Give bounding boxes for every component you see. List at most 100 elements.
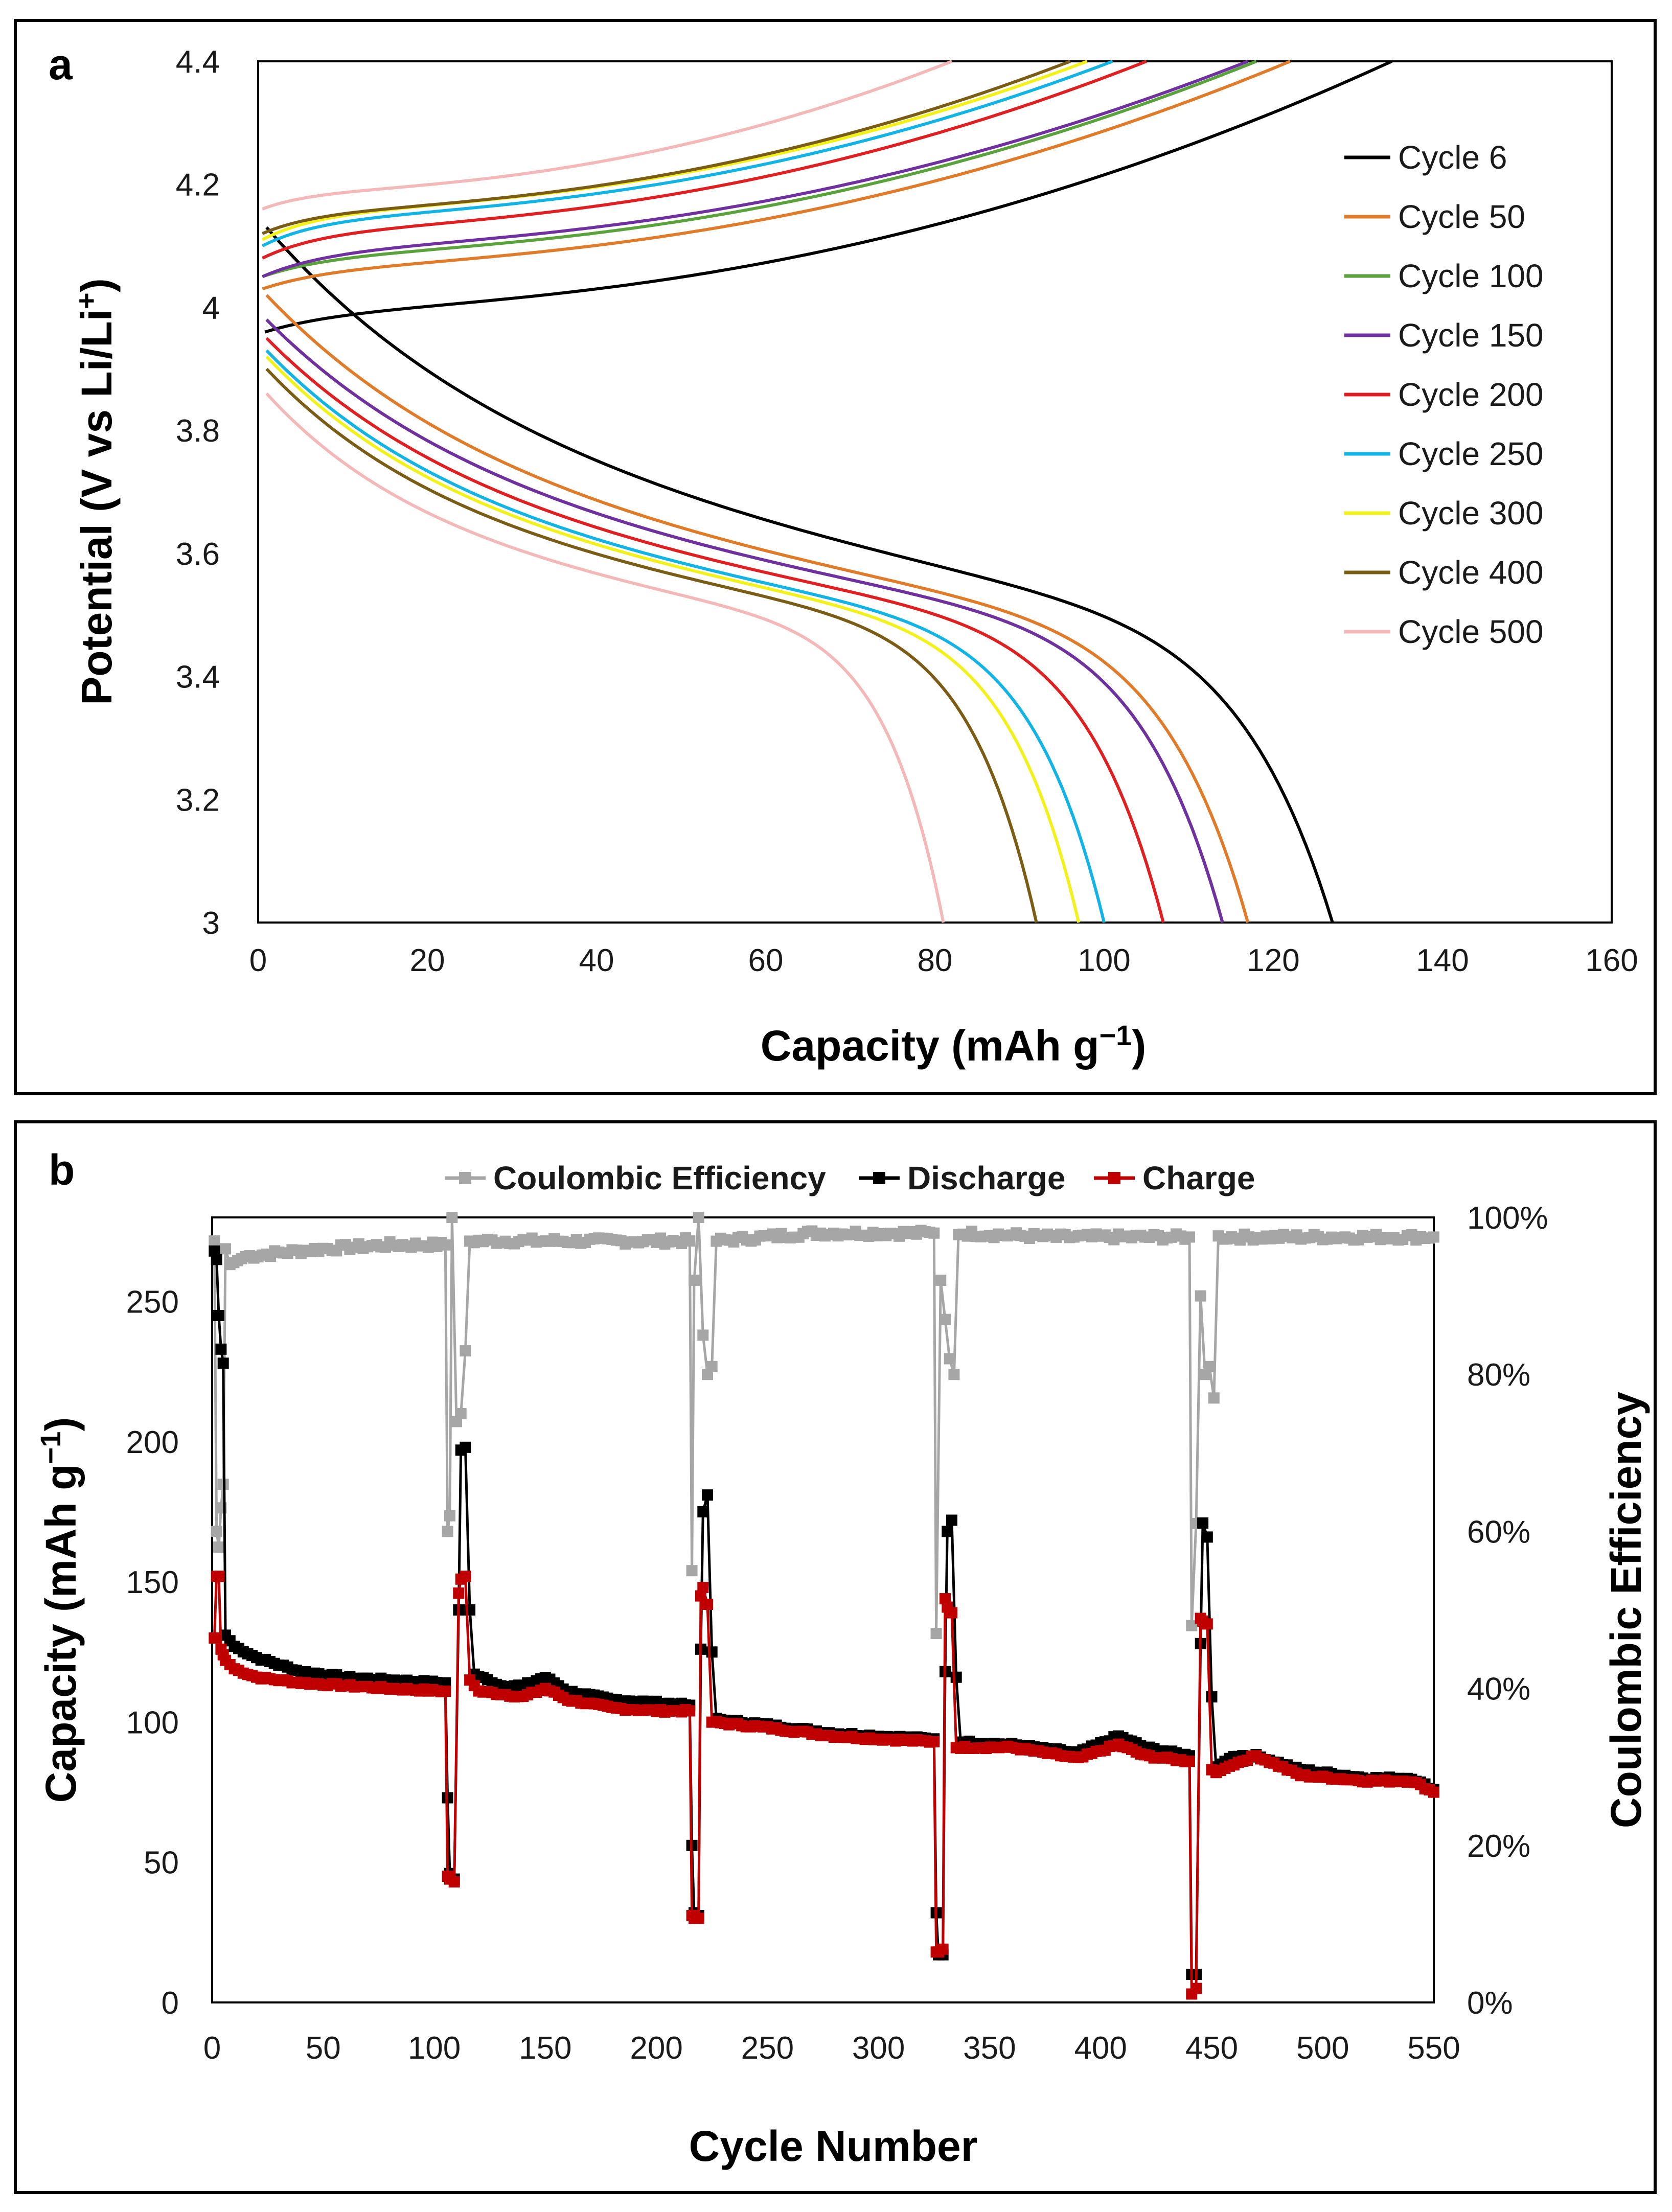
y2-tick-label: 0% — [1467, 1986, 1513, 2021]
x-tick-label: 150 — [519, 2031, 571, 2066]
y2-tick-label: 80% — [1467, 1357, 1530, 1393]
data-point — [702, 1489, 713, 1501]
series-markers-charge — [209, 1571, 1439, 2000]
y-tick-label: 4 — [202, 290, 220, 326]
data-point — [684, 1705, 696, 1717]
data-point — [1201, 1531, 1213, 1543]
data-point — [460, 1441, 471, 1453]
legend-label-cycle-250: Cycle 250 — [1398, 435, 1544, 472]
data-point — [213, 1571, 224, 1582]
data-point — [211, 1254, 222, 1265]
series-lines-a — [261, 60, 1392, 923]
legend-label-cycle-300: Cycle 300 — [1398, 495, 1544, 532]
discharge-curve-cycle-200 — [265, 337, 1165, 923]
data-point — [928, 1227, 940, 1239]
data-point — [1204, 1361, 1216, 1372]
legend-swatch-marker-coulombic-efficiency — [459, 1172, 471, 1184]
y-tick-label: 4.2 — [176, 168, 220, 203]
x-axis-ticks-a: 0 20 40 60 80 100 120 140 160 — [249, 943, 1638, 978]
x-tick-label: 0 — [249, 943, 267, 978]
charge-curve-cycle-250 — [261, 60, 1113, 247]
discharge-curve-cycle-6 — [265, 226, 1334, 923]
legend-swatch-marker-discharge — [873, 1172, 885, 1184]
legend-label-cycle-100: Cycle 100 — [1398, 258, 1544, 294]
data-point — [1184, 1756, 1195, 1767]
discharge-curve-cycle-300 — [265, 355, 1081, 923]
x-tick-label: 40 — [579, 943, 614, 978]
x-tick-label: 120 — [1247, 943, 1299, 978]
y-axis-title-b: Capacity (mAh g−1) — [34, 1417, 85, 1803]
x-axis-title-a: Capacity (mAh g−1) — [761, 1019, 1147, 1070]
x-tick-label: 450 — [1185, 2031, 1238, 2066]
data-point — [444, 1510, 455, 1522]
data-point — [948, 1369, 960, 1380]
x-tick-label: 140 — [1416, 943, 1469, 978]
panel-a-letter: a — [49, 40, 73, 88]
y-tick-label: 3.2 — [176, 782, 220, 818]
discharge-curve-cycle-500 — [265, 392, 945, 923]
data-point — [448, 1876, 460, 1888]
data-point — [697, 1329, 709, 1341]
y-tick-label: 250 — [126, 1285, 179, 1320]
data-point — [1428, 1786, 1439, 1798]
series-lines-b — [209, 1212, 1439, 2000]
y-axis-ticks-b: 0 50 100 150 200 250 — [126, 1285, 179, 2021]
discharge-curve-cycle-150 — [265, 318, 1224, 923]
y-tick-label: 150 — [126, 1565, 179, 1600]
x-tick-label: 350 — [963, 2031, 1016, 2066]
data-point — [935, 1274, 947, 1286]
data-point — [1206, 1691, 1218, 1703]
data-point — [684, 1235, 696, 1247]
x-tick-label: 300 — [852, 2031, 905, 2066]
panel-b-frame — [14, 1120, 1657, 2194]
data-point — [460, 1571, 471, 1582]
x-tick-label: 80 — [918, 943, 953, 978]
data-point — [460, 1345, 471, 1357]
legend-label-cycle-150: Cycle 150 — [1398, 317, 1544, 354]
data-point — [1208, 1392, 1220, 1404]
legend-label-cycle-6: Cycle 6 — [1398, 139, 1507, 176]
data-point — [942, 1526, 953, 1537]
data-point — [1190, 1983, 1202, 1994]
x-tick-label: 250 — [741, 2031, 794, 2066]
data-point — [1186, 1620, 1198, 1631]
charge-curve-cycle-6 — [264, 60, 1392, 334]
y-tick-label: 3.4 — [176, 660, 220, 695]
data-point — [930, 1628, 942, 1640]
data-point — [693, 1212, 704, 1223]
y2-tick-label: 40% — [1467, 1672, 1530, 1707]
data-point — [215, 1343, 227, 1355]
legend-label-charge: Charge — [1142, 1160, 1255, 1196]
legend-a: Cycle 6 Cycle 50 Cycle 100 Cycle 150 Cycle 2… — [1344, 139, 1544, 650]
panel-a: a 0 20 40 60 80 100 120 140 160 3 3.2 3.4 3.6 3.8 4 4.… — [14, 19, 1657, 1095]
plot-area-a — [257, 60, 1613, 924]
data-point — [455, 1408, 467, 1419]
y2-tick-label: 60% — [1467, 1514, 1530, 1550]
data-point — [211, 1526, 222, 1537]
x-tick-label: 50 — [306, 2031, 341, 2066]
x-tick-label: 550 — [1407, 2031, 1460, 2066]
data-point — [1428, 1231, 1439, 1243]
discharge-curve-cycle-50 — [265, 294, 1250, 923]
data-point — [950, 1671, 962, 1683]
x-tick-label: 500 — [1296, 2031, 1349, 2066]
charge-curve-cycle-200 — [262, 60, 1147, 260]
data-point — [702, 1599, 713, 1610]
data-point — [697, 1582, 709, 1594]
y-tick-label: 50 — [144, 1846, 179, 1881]
data-point — [1195, 1290, 1206, 1302]
legend-label-cycle-400: Cycle 400 — [1398, 554, 1544, 591]
data-point — [689, 1274, 700, 1286]
data-point — [940, 1314, 951, 1325]
data-point — [220, 1243, 232, 1255]
y-tick-label: 0 — [162, 1986, 179, 2021]
panel-a-frame — [14, 19, 1657, 1095]
x-tick-label: 20 — [410, 943, 445, 978]
data-point — [217, 1357, 229, 1369]
data-point — [928, 1736, 940, 1747]
x-tick-label: 400 — [1074, 2031, 1127, 2066]
plot-area-b — [211, 1216, 1435, 2003]
data-point — [686, 1565, 698, 1577]
data-point — [453, 1587, 465, 1599]
